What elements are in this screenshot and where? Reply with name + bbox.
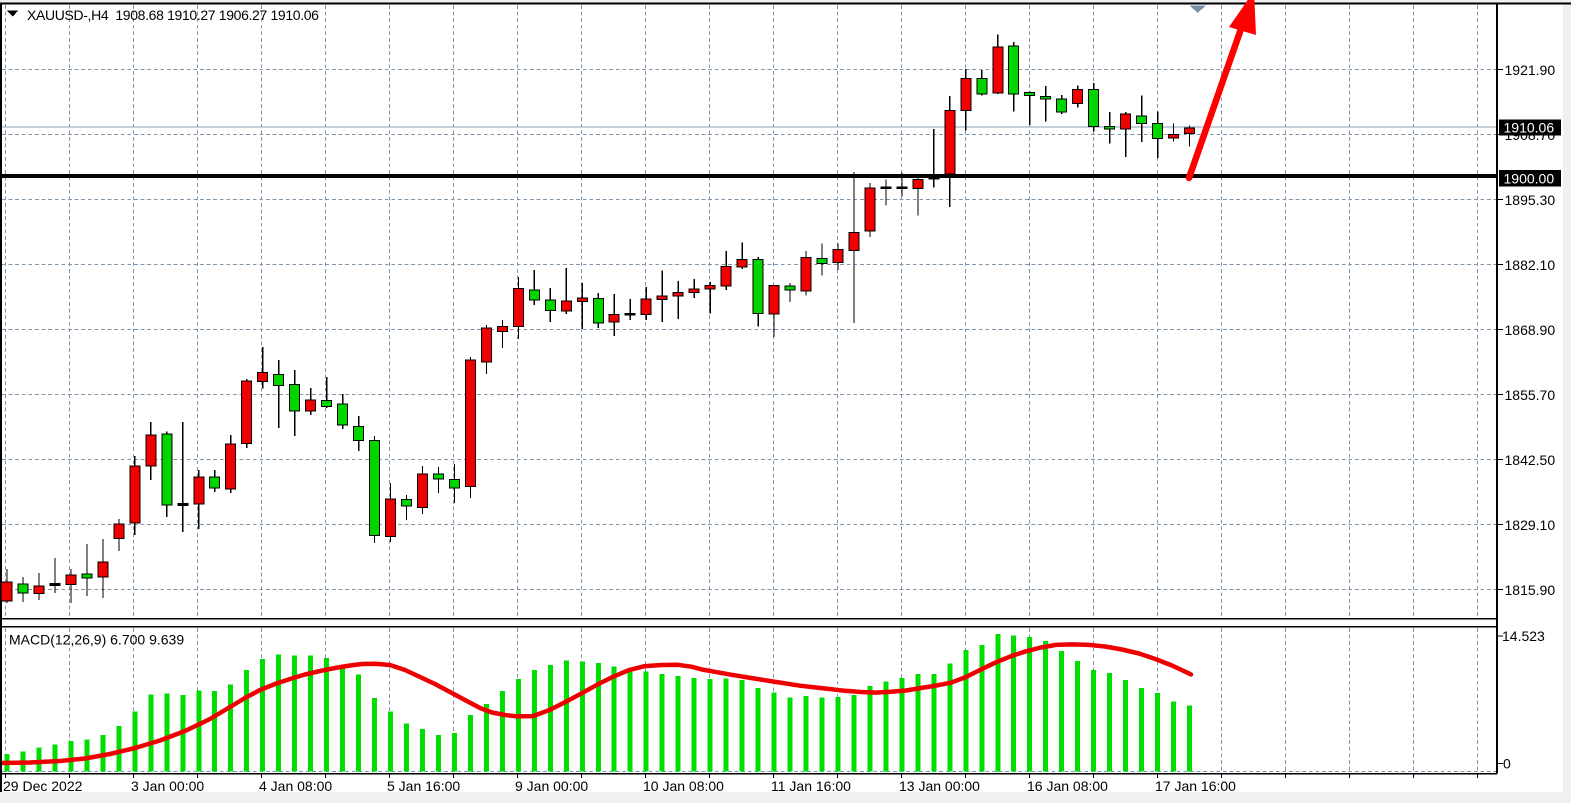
svg-text:1900.00: 1900.00 (1504, 170, 1555, 186)
svg-text:1868.90: 1868.90 (1505, 322, 1556, 338)
svg-text:9 Jan 00:00: 9 Jan 00:00 (515, 778, 588, 794)
svg-text:1910.06: 1910.06 (1504, 120, 1555, 136)
svg-text:0: 0 (1503, 756, 1511, 772)
svg-text:1895.30: 1895.30 (1505, 192, 1556, 208)
svg-text:13 Jan 00:00: 13 Jan 00:00 (899, 778, 980, 794)
svg-text:1829.10: 1829.10 (1505, 517, 1556, 533)
svg-text:29 Dec 2022: 29 Dec 2022 (3, 778, 83, 794)
svg-text:1855.70: 1855.70 (1505, 387, 1556, 403)
svg-text:16 Jan 08:00: 16 Jan 08:00 (1027, 778, 1108, 794)
svg-text:1921.90: 1921.90 (1505, 62, 1556, 78)
svg-text:1882.10: 1882.10 (1505, 257, 1556, 273)
svg-text:4 Jan 08:00: 4 Jan 08:00 (259, 778, 332, 794)
svg-text:14.523: 14.523 (1502, 628, 1545, 644)
svg-text:1842.50: 1842.50 (1505, 452, 1556, 468)
svg-text:17 Jan 16:00: 17 Jan 16:00 (1155, 778, 1236, 794)
svg-text:11 Jan 16:00: 11 Jan 16:00 (771, 778, 851, 794)
svg-text:10 Jan 08:00: 10 Jan 08:00 (643, 778, 724, 794)
svg-text:MACD(12,26,9) 6.700 9.639: MACD(12,26,9) 6.700 9.639 (9, 632, 184, 648)
svg-text:XAUUSD-,H4 1908.68 1910.27 19: XAUUSD-,H4 1908.68 1910.27 1906.27 1910.… (27, 7, 319, 23)
svg-text:1815.90: 1815.90 (1505, 582, 1556, 598)
svg-text:3 Jan 00:00: 3 Jan 00:00 (131, 778, 204, 794)
svg-text:5 Jan 16:00: 5 Jan 16:00 (387, 778, 460, 794)
